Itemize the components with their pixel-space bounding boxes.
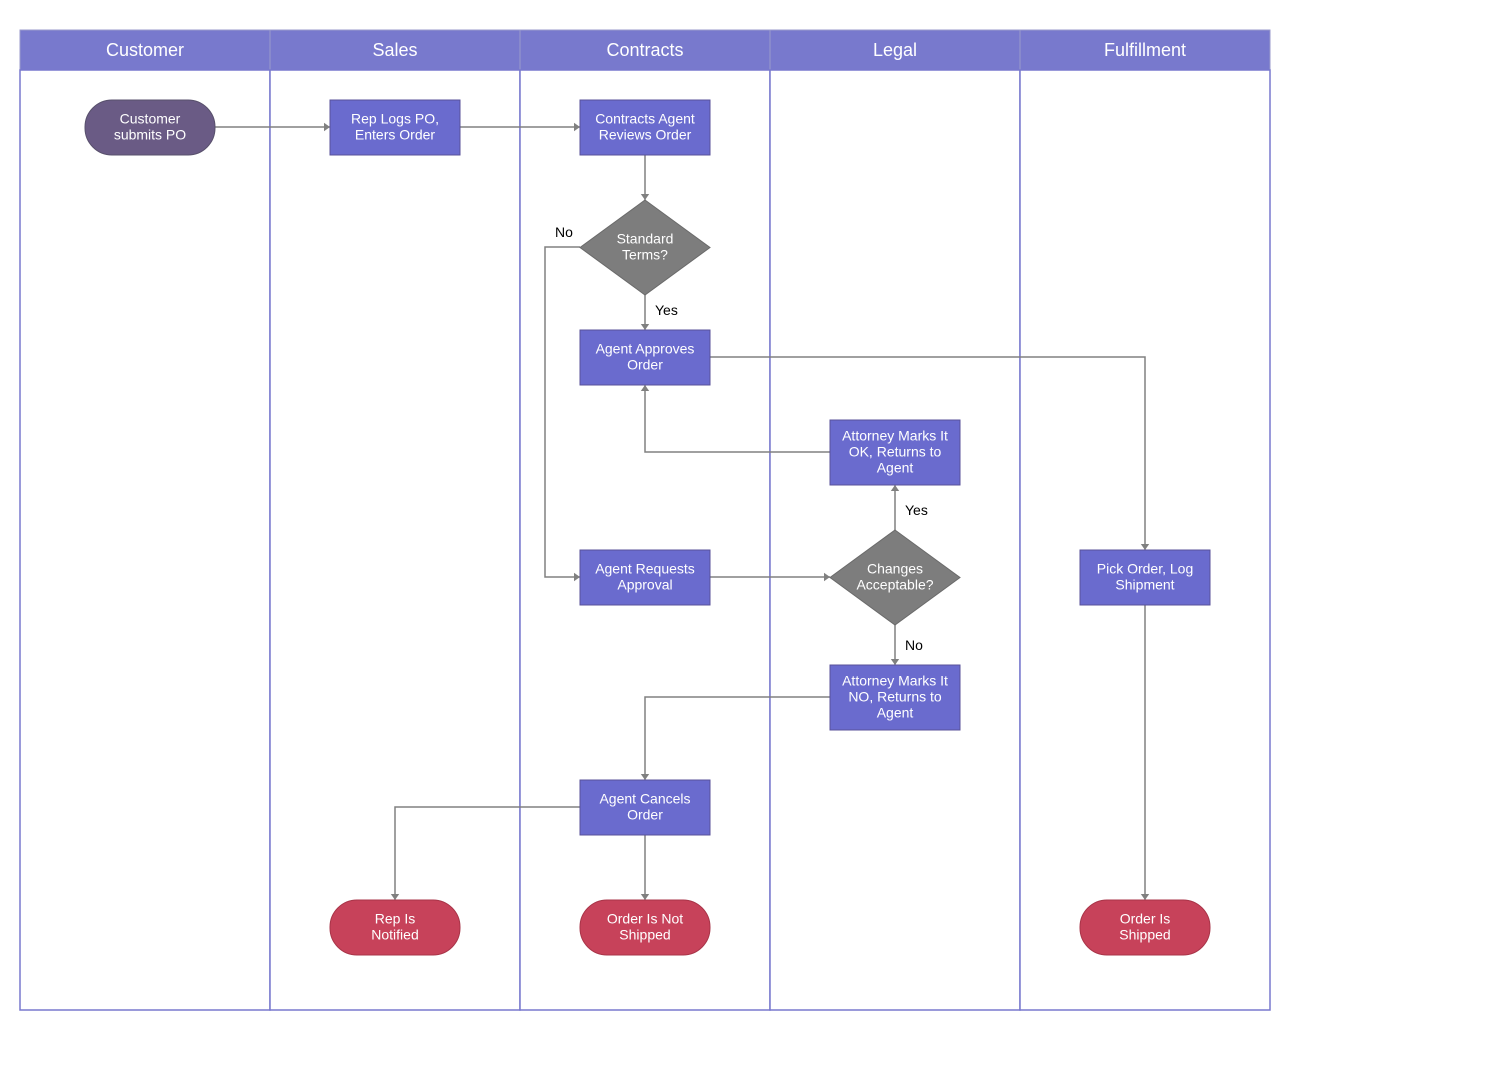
node-text-shipped-line1: Shipped (1119, 927, 1170, 943)
node-text-atty_ok-line1: OK, Returns to (849, 444, 942, 460)
node-text-reviews-line0: Contracts Agent (595, 111, 695, 127)
node-text-rep_notified-line1: Notified (371, 927, 418, 943)
node-text-atty_no-line1: NO, Returns to (848, 689, 942, 705)
edge-label-e5: No (555, 224, 573, 240)
node-text-pick-line0: Pick Order, Log (1097, 561, 1194, 577)
node-text-rep_notified-line0: Rep Is (375, 911, 415, 927)
node-text-start-line0: Customer (120, 111, 181, 127)
node-text-atty_no-line0: Attorney Marks It (842, 673, 948, 689)
node-text-rep_logs-line1: Enters Order (355, 127, 435, 143)
node-text-requests-line0: Agent Requests (595, 561, 695, 577)
edge-label-e8: No (905, 637, 923, 653)
node-text-atty_ok-line2: Agent (877, 460, 914, 476)
edge-label-e4: Yes (655, 302, 678, 318)
node-text-std_terms-line0: Standard (617, 231, 674, 247)
swimlane-flowchart: Customer Sales Contracts Legal Fulfillment Ye… (0, 0, 1500, 1076)
node-text-atty_no-line2: Agent (877, 705, 914, 721)
node-text-not_shipped-line0: Order Is Not (607, 911, 683, 927)
lane-header-label-legal: Legal (873, 40, 917, 60)
node-text-cancels-line0: Agent Cancels (599, 791, 690, 807)
node-text-approves-line0: Agent Approves (596, 341, 695, 357)
node-text-requests-line1: Approval (617, 577, 672, 593)
node-text-changes-line1: Acceptable? (856, 577, 933, 593)
node-text-atty_ok-line0: Attorney Marks It (842, 428, 948, 444)
node-text-pick-line1: Shipment (1115, 577, 1174, 593)
lane-header-label-customer: Customer (106, 40, 184, 60)
lane-body-customer (20, 70, 270, 1010)
edge-label-e7: Yes (905, 502, 928, 518)
node-text-not_shipped-line1: Shipped (619, 927, 670, 943)
node-text-changes-line0: Changes (867, 561, 923, 577)
node-text-approves-line1: Order (627, 357, 663, 373)
node-text-shipped-line0: Order Is (1120, 911, 1171, 927)
node-text-reviews-line1: Reviews Order (599, 127, 692, 143)
lane-header-label-contracts: Contracts (606, 40, 683, 60)
node-text-std_terms-line1: Terms? (622, 247, 668, 263)
node-text-cancels-line1: Order (627, 807, 663, 823)
node-text-rep_logs-line0: Rep Logs PO, (351, 111, 439, 127)
node-text-start-line1: submits PO (114, 127, 186, 143)
lane-header-label-fulfillment: Fulfillment (1104, 40, 1186, 60)
lane-header-label-sales: Sales (372, 40, 417, 60)
